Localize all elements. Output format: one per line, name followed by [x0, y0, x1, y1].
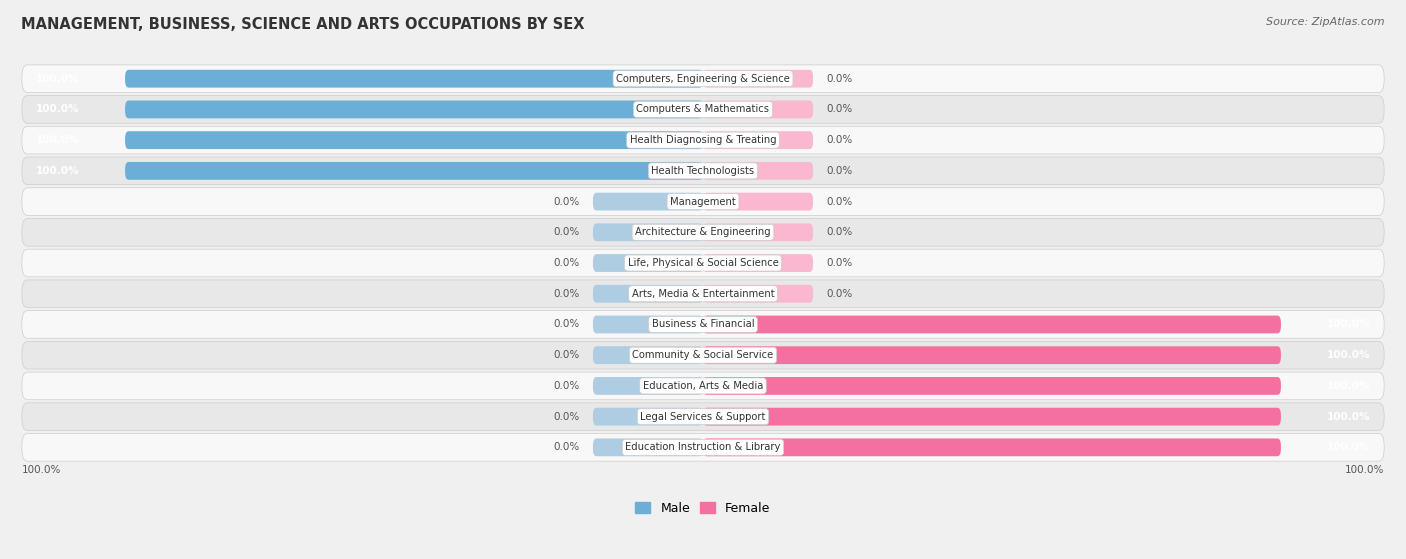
Text: Legal Services & Support: Legal Services & Support: [640, 411, 766, 421]
Text: 100.0%: 100.0%: [1344, 466, 1384, 475]
Text: MANAGEMENT, BUSINESS, SCIENCE AND ARTS OCCUPATIONS BY SEX: MANAGEMENT, BUSINESS, SCIENCE AND ARTS O…: [21, 17, 585, 32]
FancyBboxPatch shape: [593, 193, 703, 211]
Text: 100.0%: 100.0%: [1327, 320, 1371, 329]
Text: 0.0%: 0.0%: [553, 350, 579, 360]
Text: 100.0%: 100.0%: [22, 466, 62, 475]
Text: 100.0%: 100.0%: [1327, 350, 1371, 360]
FancyBboxPatch shape: [125, 162, 703, 180]
FancyBboxPatch shape: [703, 408, 1281, 425]
FancyBboxPatch shape: [22, 342, 1384, 369]
Text: Arts, Media & Entertainment: Arts, Media & Entertainment: [631, 289, 775, 299]
Text: 100.0%: 100.0%: [35, 166, 79, 176]
FancyBboxPatch shape: [703, 438, 1281, 456]
FancyBboxPatch shape: [703, 316, 1281, 333]
Text: 100.0%: 100.0%: [1327, 381, 1371, 391]
Text: 100.0%: 100.0%: [35, 135, 79, 145]
Text: 0.0%: 0.0%: [553, 289, 579, 299]
FancyBboxPatch shape: [703, 193, 813, 211]
Text: 0.0%: 0.0%: [827, 135, 853, 145]
FancyBboxPatch shape: [22, 96, 1384, 123]
FancyBboxPatch shape: [125, 131, 703, 149]
FancyBboxPatch shape: [593, 408, 703, 425]
Text: 0.0%: 0.0%: [827, 228, 853, 238]
Text: Management: Management: [671, 197, 735, 207]
Text: 0.0%: 0.0%: [553, 320, 579, 329]
Text: 100.0%: 100.0%: [1327, 411, 1371, 421]
FancyBboxPatch shape: [22, 403, 1384, 430]
Text: 0.0%: 0.0%: [553, 442, 579, 452]
FancyBboxPatch shape: [22, 157, 1384, 184]
FancyBboxPatch shape: [703, 70, 813, 88]
Text: 0.0%: 0.0%: [827, 197, 853, 207]
Text: Life, Physical & Social Science: Life, Physical & Social Science: [627, 258, 779, 268]
FancyBboxPatch shape: [593, 438, 703, 456]
Text: Education, Arts & Media: Education, Arts & Media: [643, 381, 763, 391]
FancyBboxPatch shape: [593, 285, 703, 302]
FancyBboxPatch shape: [593, 316, 703, 333]
FancyBboxPatch shape: [703, 162, 813, 180]
Text: 0.0%: 0.0%: [827, 289, 853, 299]
Text: 100.0%: 100.0%: [35, 105, 79, 115]
Text: Source: ZipAtlas.com: Source: ZipAtlas.com: [1267, 17, 1385, 27]
Text: Business & Financial: Business & Financial: [652, 320, 754, 329]
FancyBboxPatch shape: [703, 254, 813, 272]
Text: Computers, Engineering & Science: Computers, Engineering & Science: [616, 74, 790, 84]
FancyBboxPatch shape: [593, 377, 703, 395]
Text: Education Instruction & Library: Education Instruction & Library: [626, 442, 780, 452]
FancyBboxPatch shape: [703, 377, 1281, 395]
FancyBboxPatch shape: [703, 131, 813, 149]
Text: Computers & Mathematics: Computers & Mathematics: [637, 105, 769, 115]
Text: 0.0%: 0.0%: [827, 166, 853, 176]
FancyBboxPatch shape: [593, 254, 703, 272]
Text: 0.0%: 0.0%: [553, 258, 579, 268]
Legend: Male, Female: Male, Female: [630, 497, 776, 520]
Text: Health Technologists: Health Technologists: [651, 166, 755, 176]
FancyBboxPatch shape: [22, 434, 1384, 461]
Text: 0.0%: 0.0%: [553, 228, 579, 238]
Text: 0.0%: 0.0%: [827, 74, 853, 84]
Text: Architecture & Engineering: Architecture & Engineering: [636, 228, 770, 238]
Text: 0.0%: 0.0%: [827, 105, 853, 115]
FancyBboxPatch shape: [593, 224, 703, 241]
Text: 0.0%: 0.0%: [553, 411, 579, 421]
Text: 0.0%: 0.0%: [553, 381, 579, 391]
FancyBboxPatch shape: [22, 280, 1384, 307]
FancyBboxPatch shape: [703, 285, 813, 302]
FancyBboxPatch shape: [22, 219, 1384, 246]
FancyBboxPatch shape: [22, 188, 1384, 215]
FancyBboxPatch shape: [22, 65, 1384, 93]
FancyBboxPatch shape: [593, 346, 703, 364]
FancyBboxPatch shape: [22, 311, 1384, 338]
FancyBboxPatch shape: [22, 372, 1384, 400]
FancyBboxPatch shape: [22, 126, 1384, 154]
FancyBboxPatch shape: [703, 346, 1281, 364]
FancyBboxPatch shape: [703, 101, 813, 119]
Text: Community & Social Service: Community & Social Service: [633, 350, 773, 360]
Text: 0.0%: 0.0%: [553, 197, 579, 207]
Text: 100.0%: 100.0%: [1327, 442, 1371, 452]
FancyBboxPatch shape: [703, 224, 813, 241]
Text: Health Diagnosing & Treating: Health Diagnosing & Treating: [630, 135, 776, 145]
FancyBboxPatch shape: [125, 101, 703, 119]
FancyBboxPatch shape: [22, 249, 1384, 277]
Text: 0.0%: 0.0%: [827, 258, 853, 268]
FancyBboxPatch shape: [125, 70, 703, 88]
Text: 100.0%: 100.0%: [35, 74, 79, 84]
